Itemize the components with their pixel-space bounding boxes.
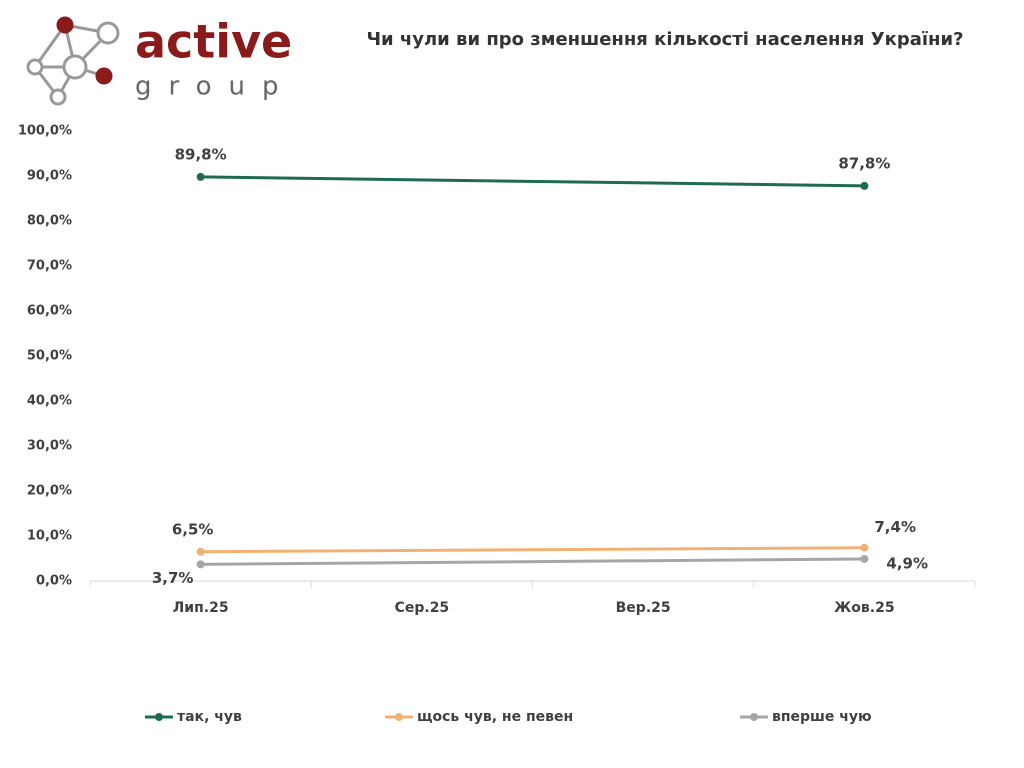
y-tick-label: 20,0% [27,484,72,499]
logo-icon [26,16,120,106]
x-tick-label: Жов.25 [834,600,894,616]
legend-label: так, чув [177,709,242,725]
point [860,543,869,552]
x-tick-label: Сер.25 [395,600,450,616]
y-tick-label: 90,0% [27,169,72,184]
y-tick-label: 10,0% [27,529,72,544]
logo-name: active [135,15,292,69]
point [860,181,869,190]
series-line [200,546,865,554]
point [196,172,205,181]
y-tick-label: 70,0% [27,259,72,274]
legend-marker [395,713,403,721]
legend-label: вперше чую [772,709,872,725]
y-tick-label: 60,0% [27,304,72,319]
data-label: 3,7% [152,569,194,587]
x-tick-label: Лип.25 [173,600,229,616]
legend-marker [155,713,163,721]
y-tick-label: 50,0% [27,349,72,364]
y-tick-label: 0,0% [36,574,72,589]
point [196,547,205,556]
y-tick-label: 80,0% [27,214,72,229]
x-tick-label: Вер.25 [616,600,671,616]
data-label: 6,5% [172,520,214,538]
data-label: 4,9% [886,554,928,572]
data-label: 87,8% [838,154,890,172]
data-label: 7,4% [874,518,916,536]
y-tick-label: 40,0% [27,394,72,409]
y-tick-label: 30,0% [27,439,72,454]
chart-title: Чи чули ви про зменшення кількості насел… [366,29,963,50]
legend-label: щось чув, не певен [417,709,573,725]
series-line [200,175,865,188]
logo-sub: group [135,72,296,102]
point [196,560,205,569]
y-tick-label: 100,0% [18,124,72,139]
legend-marker [750,713,758,721]
series-line [200,557,865,566]
data-label: 89,8% [175,145,227,163]
point [860,554,869,563]
